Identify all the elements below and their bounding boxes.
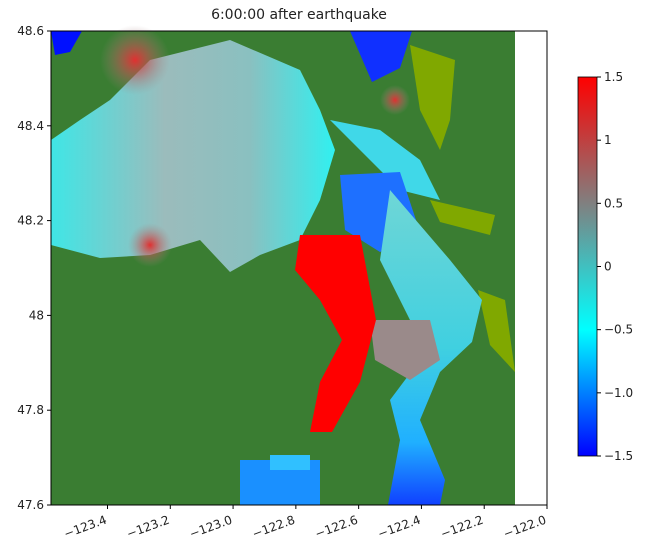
plot-frame	[50, 30, 548, 506]
x-tick-label: −122.2	[439, 513, 486, 541]
colorbar-tick-label: 1	[604, 133, 612, 147]
x-tick-label: −123.4	[62, 513, 109, 541]
y-tick-label: 47.8	[17, 403, 44, 417]
y-tick-label: 47.6	[17, 498, 44, 512]
x-tick-label: −122.8	[250, 513, 297, 541]
colorbar-tick-label: −1.5	[604, 449, 633, 463]
x-tick-label: −122.6	[313, 513, 360, 541]
colorbar-tick-label: 1.5	[604, 70, 623, 84]
colorbar	[577, 76, 598, 457]
colorbar-tick-label: 0	[604, 260, 612, 274]
y-tick-label: 48.4	[17, 119, 44, 133]
x-tick-label: −122.0	[501, 513, 548, 541]
y-tick-label: 48	[29, 308, 44, 322]
y-tick-label: 48.6	[17, 24, 44, 38]
colorbar-tick-label: −0.5	[604, 323, 633, 337]
x-tick-label: −123.0	[188, 513, 235, 541]
chart-title: 6:00:00 after earthquake	[211, 7, 387, 23]
colorbar-tick-label: 0.5	[604, 196, 623, 210]
map	[51, 25, 515, 505]
x-tick-label: −122.4	[376, 513, 423, 541]
colorbar-tick-label: −1.0	[604, 386, 633, 400]
x-tick-label: −123.2	[125, 513, 172, 541]
y-tick-label: 48.2	[17, 214, 44, 228]
